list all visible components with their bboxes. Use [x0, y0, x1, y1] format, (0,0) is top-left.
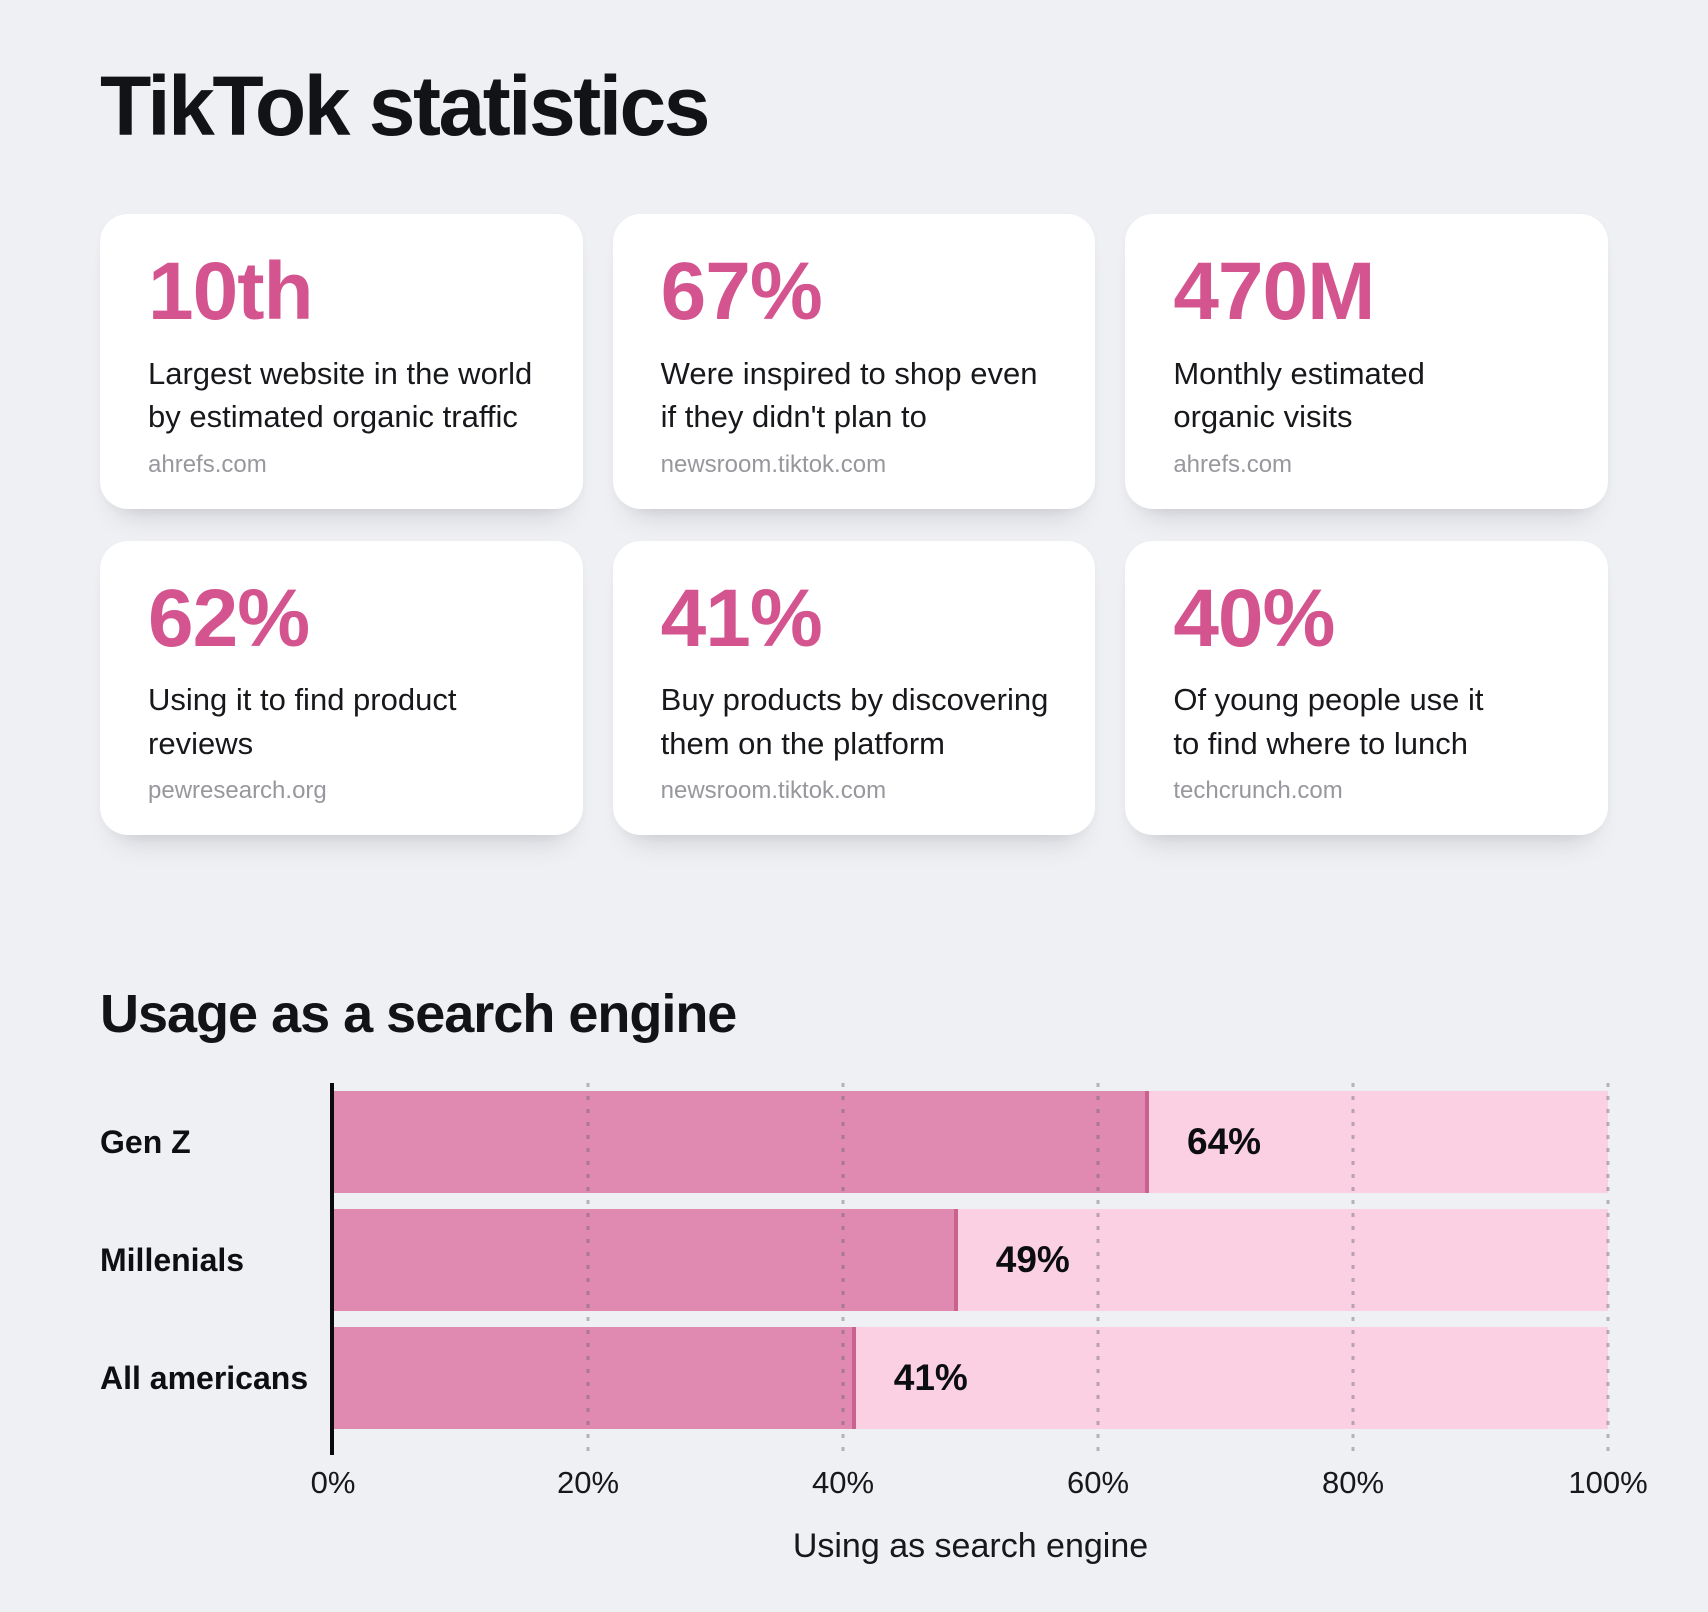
stat-card: 41% Buy products by discovering them on …	[612, 540, 1096, 835]
category-label: Millenials	[100, 1241, 245, 1278]
stat-source: pewresearch.org	[148, 777, 327, 804]
x-tick: 100%	[1568, 1465, 1648, 1500]
stat-cards-grid: 10th Largest website in the world by est…	[100, 214, 1608, 835]
x-tick: 20%	[556, 1465, 620, 1500]
bar-value-label: 64%	[1187, 1121, 1262, 1162]
stat-value: 62%	[148, 572, 310, 664]
stat-value: 41%	[660, 572, 823, 664]
chart-section-title: Usage as a search engine	[100, 984, 737, 1044]
chart-plot-area: Gen Z 64% Millenials 49% All americans 4…	[100, 1083, 1610, 1455]
chart-row: Gen Z 64%	[100, 1091, 1608, 1193]
bar-fill	[333, 1091, 1149, 1193]
stat-card: 470M Monthly estimated organic visits ah…	[1125, 214, 1608, 509]
bar-track: 64%	[333, 1091, 1608, 1193]
bar-value-label: 41%	[893, 1357, 968, 1398]
stat-value: 40%	[1173, 572, 1335, 664]
stat-description: Using it to find product reviews	[148, 682, 457, 761]
stat-source: techcrunch.com	[1173, 777, 1343, 804]
bar-chart: Gen Z 64% Millenials 49% All americans 4…	[100, 1083, 1648, 1566]
x-tick: 0%	[310, 1465, 356, 1500]
stat-description: Were inspired to shop even if they didn'…	[660, 355, 1038, 435]
x-tick: 40%	[811, 1465, 875, 1500]
category-label: All americans	[100, 1359, 309, 1396]
stat-source: newsroom.tiktok.com	[660, 450, 887, 478]
stat-source: ahrefs.com	[148, 450, 267, 478]
stat-source: ahrefs.com	[1173, 450, 1293, 478]
stat-value: 470M	[1173, 246, 1375, 338]
stat-value: 10th	[148, 246, 314, 338]
bar-track: 41%	[333, 1327, 1608, 1429]
chart-row: Millenials 49%	[100, 1209, 1608, 1311]
stat-card: 67% Were inspired to shop even if they d…	[612, 214, 1096, 509]
stat-value: 67%	[660, 246, 823, 338]
page-title: TikTok statistics	[100, 59, 710, 153]
stat-description: Buy products by discovering them on the …	[660, 682, 1049, 761]
bar-track: 49%	[333, 1209, 1608, 1311]
stat-card: 62% Using it to find product reviews pew…	[100, 540, 583, 835]
stat-description: Monthly estimated organic visits	[1173, 355, 1425, 435]
x-tick: 80%	[1321, 1465, 1385, 1500]
category-label: Gen Z	[100, 1123, 191, 1160]
stat-card: 40% Of young people use it to find where…	[1125, 540, 1608, 835]
stat-description: Largest website in the world by estimate…	[148, 355, 533, 435]
bar-fill	[333, 1209, 958, 1311]
bar-fill	[333, 1327, 856, 1429]
x-tick: 60%	[1066, 1465, 1130, 1500]
chart-row: All americans 41%	[100, 1327, 1608, 1429]
stat-source: newsroom.tiktok.com	[660, 777, 887, 804]
bar-value-label: 49%	[995, 1239, 1070, 1280]
x-axis-title: Using as search engine	[792, 1527, 1149, 1565]
stat-card: 10th Largest website in the world by est…	[100, 214, 583, 509]
x-axis-ticks: 0% 20% 40% 60% 80% 100%	[311, 1465, 1648, 1509]
stat-description: Of young people use it to find where to …	[1173, 682, 1484, 761]
